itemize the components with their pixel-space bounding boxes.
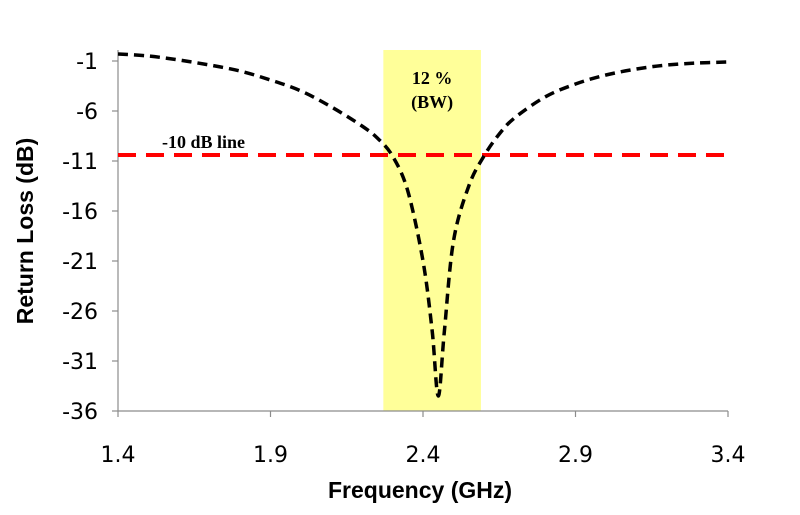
- x-tick-label: 1.4: [101, 443, 136, 468]
- threshold-label: -10 dB line: [162, 132, 245, 152]
- x-tick-label: 1.9: [253, 443, 288, 468]
- bandwidth-region: [383, 50, 481, 411]
- y-tick-label: -21: [62, 250, 98, 275]
- x-tick-label: 3.4: [711, 443, 746, 468]
- bandwidth-label-line2: (BW): [411, 92, 453, 113]
- x-tick-label: 2.4: [406, 443, 441, 468]
- y-tick-label: -11: [62, 150, 98, 175]
- y-tick-label: -16: [62, 200, 98, 225]
- y-tick-label: -36: [62, 400, 98, 425]
- y-ticks: -1 -6 -11 -16 -21 -26 -31 -36: [62, 50, 118, 425]
- y-tick-label: -6: [76, 100, 98, 125]
- x-ticks: 1.4 1.9 2.4 2.9 3.4: [101, 411, 746, 468]
- y-tick-label: -1: [76, 50, 98, 75]
- bandwidth-region-layer: [383, 50, 481, 411]
- y-tick-label: -31: [62, 350, 98, 375]
- bandwidth-label-line1: 12 %: [412, 68, 453, 88]
- y-axis-title: Return Loss (dB): [12, 138, 38, 325]
- annotations: 12 % (BW) -10 dB line: [162, 68, 453, 152]
- y-tick-label: -26: [62, 300, 98, 325]
- x-axis-title: Frequency (GHz): [328, 477, 512, 503]
- x-tick-label: 2.9: [558, 443, 593, 468]
